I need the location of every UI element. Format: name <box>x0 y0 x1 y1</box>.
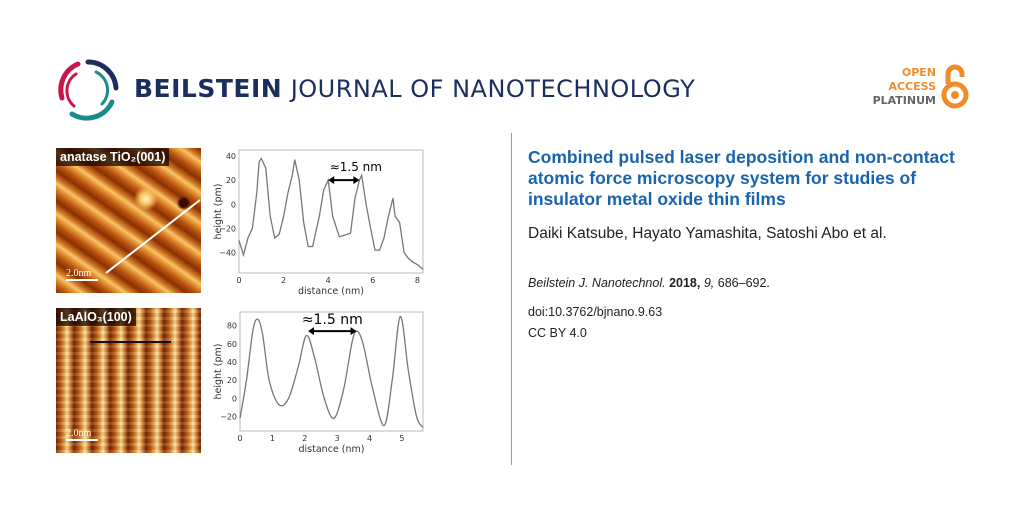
x-tick-label: 0 <box>236 276 241 285</box>
x-tick-label: 3 <box>335 434 340 443</box>
journal-name-rest: JOURNAL OF NANOTECHNOLOGY <box>290 75 696 103</box>
y-tick-label: −20 <box>219 224 236 233</box>
journal-name-bold: BEILSTEIN <box>134 74 283 103</box>
x-tick-label: 6 <box>370 276 375 285</box>
annotation-label: ≈1.5 nm <box>302 312 363 328</box>
height-profile-chart-1: 0 2 4 6 8 −40 −20 0 20 40 distance (nm) height (pm)… <box>213 149 424 297</box>
annotation-label: ≈1.5 nm <box>330 160 382 174</box>
journal-name: BEILSTEIN JOURNAL OF NANOTECHNOLOGY <box>134 74 695 103</box>
arrow-head-right <box>350 327 357 336</box>
x-tick-label: 2 <box>281 276 286 285</box>
profile-line-series <box>239 315 424 428</box>
y-tick-label: 0 <box>232 394 237 403</box>
arrow-head-right <box>353 176 360 185</box>
y-tick-label: −40 <box>219 249 236 258</box>
afm-image-laalo3: LaAlO₃(100) 2.0nm <box>56 308 201 453</box>
year: 2018, <box>669 276 701 290</box>
y-tick-label: 20 <box>226 176 236 185</box>
journal-logo-icon <box>58 59 119 121</box>
x-tick-label: 4 <box>326 276 331 285</box>
y-axis-label: height (pm) <box>213 344 224 400</box>
platinum-label: PLATINUM <box>872 94 936 107</box>
image-label: LaAlO₃(100) <box>56 308 136 326</box>
access-label: ACCESS <box>888 80 936 93</box>
x-tick-label: 1 <box>270 434 275 443</box>
journal-abbrev: Beilstein J. Nanotechnol. <box>528 276 666 290</box>
x-tick-label: 8 <box>415 276 420 285</box>
profile-line <box>90 341 171 343</box>
afm-image-tio2: anatase TiO₂(001) 2.0nm <box>56 148 201 293</box>
profile-line-series <box>238 157 424 270</box>
article-title[interactable]: Combined pulsed laser deposition and non… <box>528 147 955 209</box>
image-label: anatase TiO₂(001) <box>56 148 170 166</box>
arrow-head-left <box>308 327 315 336</box>
x-tick-label: 5 <box>399 434 404 443</box>
y-tick-label: −20 <box>220 412 237 421</box>
x-axis-label: distance (nm) <box>298 286 364 297</box>
arrow-head-left <box>328 176 335 185</box>
y-tick-label: 40 <box>226 152 236 161</box>
x-tick-label: 4 <box>367 434 372 443</box>
y-tick-label: 0 <box>231 200 236 209</box>
x-tick-label: 0 <box>237 434 242 443</box>
doi[interactable]: doi:10.3762/bjnano.9.63 <box>528 305 663 319</box>
citation: Beilstein J. Nanotechnol. 2018, 9, 686–6… <box>528 276 770 290</box>
y-tick-label: 40 <box>227 358 237 367</box>
x-axis-label: distance (nm) <box>299 444 365 455</box>
open-access-label: OPEN <box>901 66 936 79</box>
profile-line <box>105 199 201 274</box>
axes-frame <box>238 149 424 274</box>
axes-frame <box>239 311 424 432</box>
open-access-lock-icon <box>941 64 969 109</box>
pages: 686–692. <box>717 276 770 290</box>
scale-bar: 2.0nm <box>66 429 98 441</box>
y-tick-label: 80 <box>227 322 237 331</box>
article-authors: Daiki Katsube, Hayato Yamashita, Satoshi… <box>528 225 887 242</box>
y-axis-label: height (pm) <box>213 184 224 240</box>
x-tick-label: 2 <box>302 434 307 443</box>
volume: 9, <box>703 276 715 290</box>
y-tick-label: 60 <box>227 340 237 349</box>
divider <box>511 133 512 465</box>
scale-bar: 2.0nm <box>66 269 98 281</box>
height-profile-chart-2: 0 1 2 3 4 5 −20 0 20 40 60 80 distance (nm) height (p… <box>213 311 424 455</box>
y-tick-label: 20 <box>227 376 237 385</box>
license: CC BY 4.0 <box>528 326 587 340</box>
